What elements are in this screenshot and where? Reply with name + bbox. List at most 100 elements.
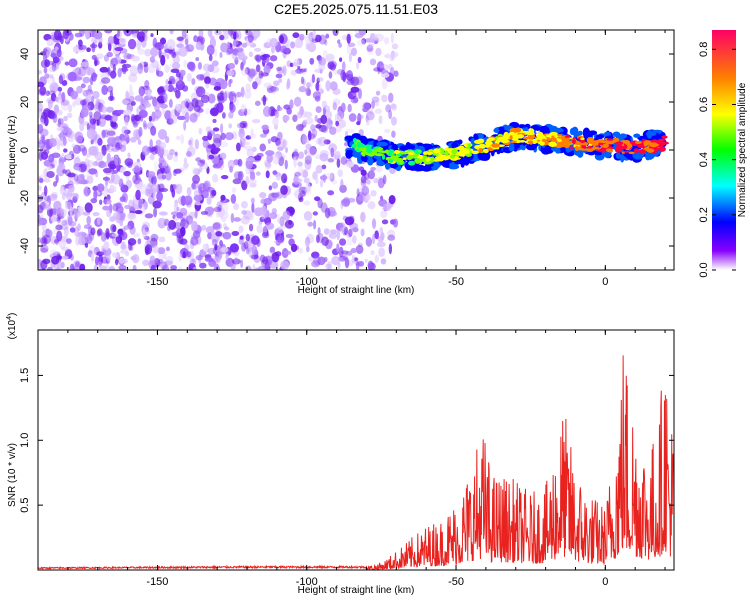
noise-speck [198, 127, 203, 135]
noise-speck [132, 122, 138, 128]
noise-speck [38, 204, 44, 214]
noise-speck [114, 46, 124, 52]
noise-speck [105, 231, 110, 240]
noise-speck [144, 213, 154, 219]
noise-speck [132, 233, 140, 238]
signal-mark [619, 133, 627, 139]
signal-mark [571, 126, 579, 136]
snr-line [38, 355, 674, 570]
noise-speck [232, 258, 241, 265]
noise-speck [296, 111, 303, 119]
snr-panel: -150 -100 -50 0 0.5 1.0 1.5 Height of straigh… [6, 313, 675, 596]
signal-mark [605, 148, 613, 152]
noise-speck [206, 196, 212, 205]
noise-speck [82, 89, 89, 97]
noise-speck [157, 146, 165, 158]
noise-speck [380, 210, 388, 219]
noise-speck [212, 118, 217, 124]
noise-speck [365, 236, 373, 247]
snr-y-ticks: 0.5 1.0 1.5 [19, 368, 674, 513]
noise-speck [38, 216, 44, 227]
noise-speck [352, 91, 360, 97]
noise-speck [76, 174, 85, 185]
signal-mark [606, 138, 614, 141]
noise-speck [240, 61, 244, 71]
noise-speck [38, 174, 46, 185]
noise-speck [391, 43, 399, 50]
signal-mark [569, 146, 574, 149]
signal-mark [586, 145, 593, 149]
noise-speck [305, 42, 309, 50]
noise-speck [90, 253, 95, 262]
y-tick-label: 20 [19, 96, 31, 108]
noise-speck [281, 173, 288, 184]
colorbar-tick: 0.2 [698, 207, 736, 222]
signal-mark [633, 148, 640, 153]
noise-speck [43, 185, 48, 197]
noise-speck [38, 70, 43, 75]
y-tick-label: 40 [19, 48, 31, 60]
noise-speck [105, 106, 115, 113]
noise-speck [43, 66, 48, 74]
noise-speck [327, 60, 338, 69]
noise-speck [370, 250, 375, 256]
noise-speck [354, 32, 364, 39]
noise-speck [325, 80, 331, 92]
noise-speck [373, 177, 380, 184]
noise-speck [106, 209, 112, 218]
noise-speck [370, 166, 376, 171]
noise-speck [251, 245, 258, 256]
noise-speck [307, 130, 312, 141]
noise-speck [47, 164, 53, 171]
noise-speck [86, 152, 91, 158]
y-tick-label: -40 [19, 238, 31, 254]
signal-mark [473, 133, 478, 140]
signal-mark [451, 142, 459, 149]
noise-speck [48, 153, 55, 163]
noise-speck [201, 224, 207, 231]
noise-speck [306, 82, 311, 89]
noise-speck [119, 219, 124, 227]
noise-speck [226, 69, 235, 77]
noise-speck [240, 104, 246, 112]
noise-speck [227, 62, 236, 70]
noise-speck [203, 180, 211, 192]
noise-speck [71, 153, 75, 159]
noise-speck [152, 192, 157, 201]
noise-speck [212, 222, 222, 231]
noise-speck [93, 264, 98, 270]
noise-speck [100, 77, 111, 84]
noise-speck [119, 196, 126, 202]
noise-speck [339, 57, 343, 62]
noise-speck [56, 142, 61, 151]
noise-speck [167, 80, 172, 85]
noise-speck [138, 109, 148, 119]
signal-mark [551, 135, 555, 139]
noise-speck [341, 61, 346, 72]
noise-speck [144, 48, 152, 57]
noise-speck [245, 176, 250, 185]
noise-speck [136, 68, 144, 75]
noise-speck [304, 34, 312, 44]
noise-speck [43, 48, 48, 53]
noise-speck [167, 225, 171, 232]
noise-speck [49, 193, 58, 201]
noise-speck [128, 73, 138, 83]
noise-speck [336, 110, 344, 122]
noise-speck [325, 172, 334, 180]
noise-speck [180, 226, 186, 237]
noise-speck [285, 233, 294, 239]
noise-speck [219, 141, 229, 148]
noise-speck [134, 95, 144, 102]
noise-speck [57, 32, 63, 42]
noise-speck [223, 226, 230, 231]
noise-speck [111, 121, 118, 130]
noise-speck [188, 139, 192, 146]
noise-speck [111, 233, 120, 238]
noise-speck [313, 219, 317, 230]
noise-speck [271, 45, 275, 54]
signal-mark [546, 137, 552, 141]
noise-speck [346, 70, 354, 81]
noise-speck [338, 222, 346, 233]
noise-speck [283, 104, 291, 110]
